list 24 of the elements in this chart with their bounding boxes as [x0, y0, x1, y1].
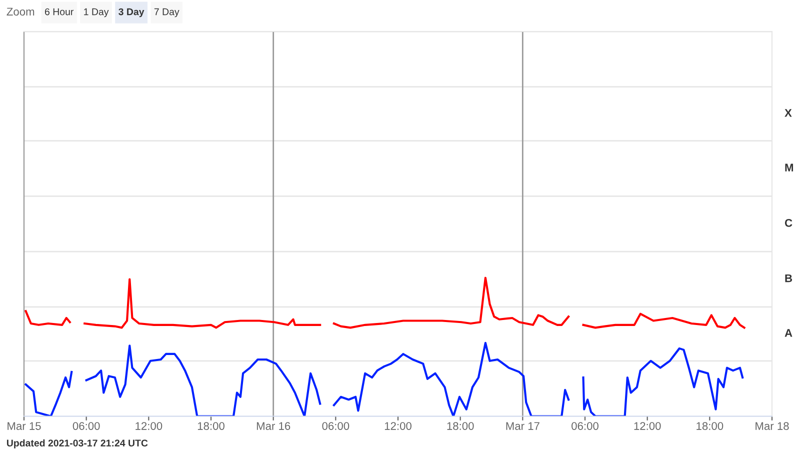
- text: Updated 2021-03-17 21:24 UTC: [6, 439, 148, 448]
- text: Zoom: [6, 8, 34, 16]
- x-tick-label: 18:00: [447, 422, 474, 430]
- x-tick-label: Mar 15: [8, 422, 41, 430]
- text: B: [785, 274, 792, 282]
- text: A: [784, 329, 792, 337]
- x-tick-label: 18:00: [696, 422, 724, 430]
- text: C: [784, 218, 792, 227]
- x-tick-label: Mar 16: [256, 422, 290, 430]
- x-tick-label: 06:00: [572, 422, 598, 430]
- x-tick-label: 12:00: [136, 422, 162, 430]
- x-tick-label: 12:00: [634, 422, 661, 430]
- text: 1 Day: [84, 8, 109, 18]
- x-tick-label: 12:00: [384, 422, 412, 430]
- x-tick-label: Mar 18: [756, 422, 789, 430]
- x-tick-label: 18:00: [198, 422, 224, 430]
- text: 3 Day: [118, 8, 144, 18]
- text: M: [785, 164, 794, 172]
- x-tick-label: 06:00: [72, 422, 100, 430]
- x-tick-label: Mar 17: [506, 422, 540, 430]
- text: X: [784, 109, 792, 117]
- x-tick-label: 06:00: [322, 422, 350, 430]
- text: 7 Day: [154, 8, 180, 18]
- text: 6 Hour: [44, 8, 74, 16]
